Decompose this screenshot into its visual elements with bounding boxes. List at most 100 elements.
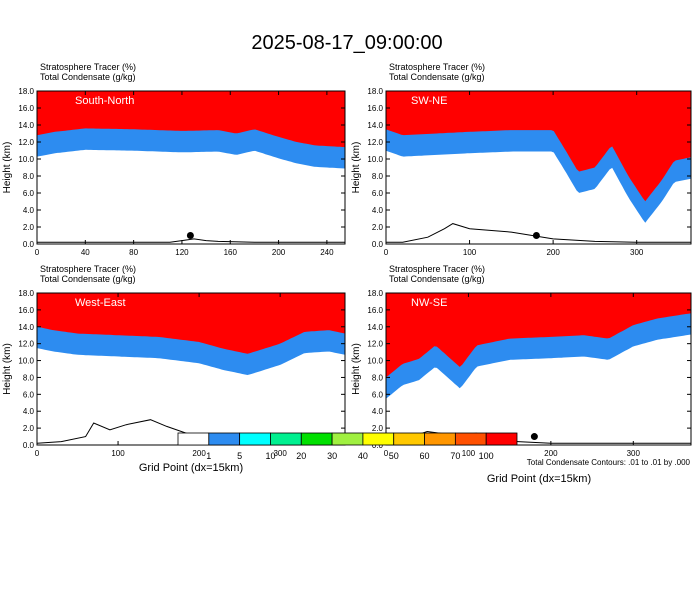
y-tick-label: 6.0 bbox=[372, 189, 384, 198]
y-tick-label: 18.0 bbox=[367, 87, 383, 96]
x-tick-label: 200 bbox=[546, 248, 560, 257]
panel-title: NW-SE bbox=[411, 297, 447, 309]
plot-frame bbox=[36, 90, 346, 245]
legend-level-label: 100 bbox=[479, 451, 494, 461]
legend-swatch bbox=[393, 432, 425, 446]
panel-sw-ne: Stratosphere Tracer (%)Total Condensate … bbox=[351, 62, 692, 257]
y-tick-label: 2.0 bbox=[23, 424, 35, 433]
x-tick-label: 0 bbox=[384, 248, 389, 257]
y-tick-label: 4.0 bbox=[23, 407, 35, 416]
x-tick-label: 240 bbox=[320, 248, 334, 257]
panels: Stratosphere Tracer (%)Total Condensate … bbox=[2, 62, 692, 458]
field-label: Stratosphere Tracer (%) bbox=[389, 62, 485, 72]
legend-swatch bbox=[270, 432, 302, 446]
panel-title: South-North bbox=[75, 95, 134, 107]
y-tick-label: 8.0 bbox=[372, 373, 384, 382]
y-tick-label: 10.0 bbox=[18, 357, 34, 366]
y-tick-label: 6.0 bbox=[23, 390, 35, 399]
legend-level-label: 20 bbox=[296, 451, 306, 461]
x-axis-label-left: Grid Point (dx=15km) bbox=[139, 462, 243, 474]
tracer-field bbox=[37, 91, 345, 169]
x-tick-label: 160 bbox=[224, 248, 238, 257]
y-tick-label: 0.0 bbox=[372, 240, 384, 249]
legend-level-label: 30 bbox=[327, 451, 337, 461]
tracer-core bbox=[37, 293, 345, 354]
y-tick-label: 4.0 bbox=[372, 407, 384, 416]
y-tick-label: 12.0 bbox=[18, 138, 34, 147]
legend-swatch bbox=[239, 432, 271, 446]
footnote: Total Condensate Contours: .01 to .01 by… bbox=[527, 458, 691, 467]
x-tick-label: 0 bbox=[35, 449, 40, 458]
y-tick-label: 2.0 bbox=[372, 223, 384, 232]
y-tick-label: 10.0 bbox=[367, 155, 383, 164]
x-axis-label-right: Grid Point (dx=15km) bbox=[487, 473, 591, 485]
y-tick-label: 2.0 bbox=[372, 424, 384, 433]
tracer-core bbox=[386, 91, 691, 202]
legend-swatch bbox=[454, 432, 487, 446]
y-tick-label: 0.0 bbox=[372, 441, 384, 450]
x-tick-label: 40 bbox=[81, 248, 90, 257]
y-tick-label: 0.0 bbox=[23, 240, 35, 249]
location-marker bbox=[530, 433, 538, 441]
legend-level-label: 40 bbox=[358, 451, 368, 461]
y-tick-label: 12.0 bbox=[367, 138, 383, 147]
y-tick-label: 4.0 bbox=[23, 206, 35, 215]
panel-west-east: Stratosphere Tracer (%)Total Condensate … bbox=[2, 264, 346, 458]
x-tick-label: 0 bbox=[384, 449, 389, 458]
y-tick-label: 14.0 bbox=[18, 323, 34, 332]
legend-swatch bbox=[362, 432, 395, 446]
y-tick-label: 14.0 bbox=[18, 121, 34, 130]
y-tick-label: 8.0 bbox=[372, 172, 384, 181]
field-label: Stratosphere Tracer (%) bbox=[40, 62, 136, 72]
y-axis-label: Height (km) bbox=[2, 142, 13, 194]
legend-swatch bbox=[300, 432, 333, 446]
legend-swatch bbox=[177, 432, 210, 446]
y-tick-label: 6.0 bbox=[23, 189, 35, 198]
field-label: Total Condensate (g/kg) bbox=[40, 274, 136, 284]
tracer-field bbox=[386, 91, 691, 223]
x-tick-label: 300 bbox=[273, 449, 287, 458]
color-legend: 1 5 10 20 30 40 50 60 70 100 bbox=[177, 432, 518, 461]
x-tick-label: 300 bbox=[627, 449, 641, 458]
terrain-line bbox=[386, 223, 691, 243]
y-tick-label: 12.0 bbox=[18, 340, 34, 349]
field-label: Stratosphere Tracer (%) bbox=[389, 264, 485, 274]
field-label: Stratosphere Tracer (%) bbox=[40, 264, 136, 274]
legend-level-label: 70 bbox=[450, 451, 460, 461]
y-axis-label: Height (km) bbox=[2, 343, 13, 395]
panel-title: SW-NE bbox=[411, 95, 447, 107]
legend-level-label: 5 bbox=[237, 451, 242, 461]
y-tick-label: 16.0 bbox=[18, 306, 34, 315]
y-tick-label: 16.0 bbox=[367, 104, 383, 113]
y-tick-label: 6.0 bbox=[372, 390, 384, 399]
x-tick-label: 200 bbox=[544, 449, 558, 458]
legend-swatch bbox=[331, 432, 364, 446]
y-tick-label: 8.0 bbox=[23, 373, 35, 382]
tracer-core bbox=[37, 91, 345, 148]
tracer-core bbox=[386, 293, 691, 378]
panel-nw-se: Stratosphere Tracer (%)Total Condensate … bbox=[351, 264, 692, 458]
location-marker bbox=[186, 232, 194, 239]
y-tick-label: 12.0 bbox=[367, 340, 383, 349]
x-tick-label: 100 bbox=[111, 449, 125, 458]
legend-swatch bbox=[208, 432, 241, 446]
panel-south-north: Stratosphere Tracer (%)Total Condensate … bbox=[2, 62, 346, 257]
y-tick-label: 16.0 bbox=[367, 306, 383, 315]
legend-level-label: 10 bbox=[265, 451, 275, 461]
plot-frame bbox=[385, 90, 692, 245]
field-label: Total Condensate (g/kg) bbox=[40, 72, 136, 82]
y-tick-label: 14.0 bbox=[367, 323, 383, 332]
x-tick-label: 120 bbox=[175, 248, 189, 257]
legend-level-label: 60 bbox=[420, 451, 430, 461]
y-tick-label: 2.0 bbox=[23, 223, 35, 232]
y-tick-label: 0.0 bbox=[23, 441, 35, 450]
tracer-field bbox=[386, 293, 691, 399]
y-tick-label: 18.0 bbox=[367, 289, 383, 298]
x-tick-label: 100 bbox=[462, 449, 476, 458]
legend-swatch bbox=[424, 432, 456, 446]
legend-swatch bbox=[485, 432, 518, 446]
x-tick-label: 80 bbox=[129, 248, 138, 257]
y-tick-label: 8.0 bbox=[23, 172, 35, 181]
figure-title: 2025-08-17_09:00:00 bbox=[251, 32, 442, 54]
